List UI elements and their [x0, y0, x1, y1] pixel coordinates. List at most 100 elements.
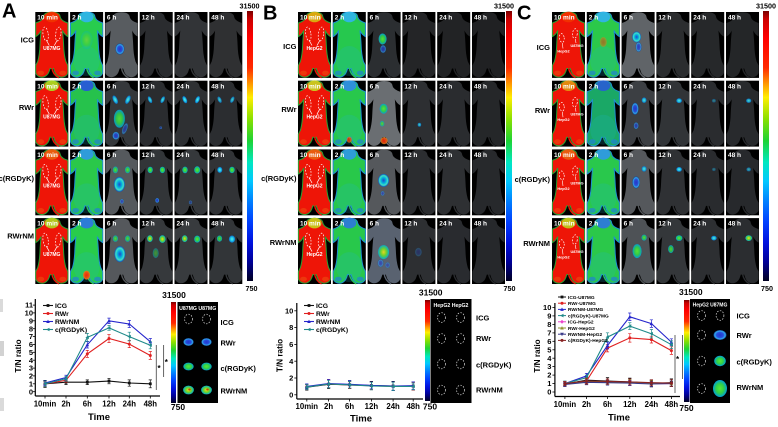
svg-text:10 min: 10 min: [554, 83, 575, 90]
svg-text:A: A: [2, 1, 16, 23]
svg-text:6 h: 6 h: [107, 15, 116, 22]
svg-text:10 min: 10 min: [37, 83, 58, 90]
svg-text:24 h: 24 h: [177, 15, 190, 22]
svg-text:c(RGDyK): c(RGDyK): [55, 327, 87, 334]
svg-text:6 h: 6 h: [624, 15, 633, 22]
svg-text:6 h: 6 h: [624, 152, 633, 159]
svg-text:48 h: 48 h: [211, 15, 224, 22]
svg-text:4: 4: [29, 356, 34, 365]
svg-text:24 h: 24 h: [693, 221, 706, 228]
svg-text:c(RGDyK): c(RGDyK): [476, 361, 512, 370]
svg-text:6: 6: [547, 337, 551, 346]
svg-text:10: 10: [25, 309, 33, 318]
svg-text:12 h: 12 h: [404, 83, 417, 90]
svg-text:2 h: 2 h: [72, 152, 81, 159]
svg-text:9: 9: [547, 312, 551, 321]
svg-text:RWr: RWr: [476, 334, 491, 343]
svg-text:HepG2: HepG2: [557, 256, 569, 260]
svg-text:6: 6: [289, 340, 293, 349]
svg-text:12 h: 12 h: [142, 83, 155, 90]
svg-text:750: 750: [761, 284, 773, 293]
svg-text:10 min: 10 min: [300, 83, 321, 90]
svg-text:12 h: 12 h: [404, 152, 417, 159]
svg-text:31500: 31500: [419, 288, 443, 298]
svg-text:U87MG: U87MG: [570, 250, 583, 254]
svg-text:C: C: [517, 3, 531, 25]
svg-text:3: 3: [547, 362, 551, 371]
svg-text:10 min: 10 min: [37, 15, 58, 22]
svg-text:24 h: 24 h: [177, 83, 190, 90]
svg-text:HepG2: HepG2: [557, 50, 569, 54]
svg-text:RWrNM: RWrNM: [221, 387, 248, 396]
svg-text:0: 0: [547, 388, 551, 397]
svg-text:c(RGDyK): c(RGDyK): [0, 174, 35, 183]
svg-text:48 h: 48 h: [211, 83, 224, 90]
svg-text:10 min: 10 min: [554, 152, 575, 159]
svg-text:12 h: 12 h: [658, 152, 671, 159]
svg-text:12h: 12h: [102, 400, 116, 409]
svg-text:RWr: RWr: [535, 106, 550, 115]
svg-text:24h: 24h: [645, 400, 659, 409]
svg-text:4: 4: [547, 354, 552, 363]
svg-text:RWr: RWr: [316, 311, 330, 318]
svg-text:12 h: 12 h: [404, 221, 417, 228]
svg-text:6 h: 6 h: [107, 83, 116, 90]
svg-text:U87MG: U87MG: [43, 46, 60, 52]
svg-text:12 h: 12 h: [658, 83, 671, 90]
svg-text:10: 10: [543, 303, 551, 312]
svg-text:5: 5: [29, 348, 33, 357]
svg-text:ICG: ICG: [21, 36, 35, 45]
svg-text:750: 750: [679, 403, 693, 413]
svg-text:RWrNM: RWrNM: [316, 319, 341, 326]
svg-text:c(RGDyK): c(RGDyK): [737, 358, 773, 367]
svg-text:750: 750: [504, 284, 516, 293]
svg-text:HepG2: HepG2: [306, 115, 322, 121]
svg-text:ICG: ICG: [537, 43, 551, 52]
svg-text:ICG: ICG: [55, 303, 67, 310]
svg-text:2: 2: [289, 374, 293, 383]
svg-text:RWr: RWr: [19, 103, 34, 112]
svg-text:24h: 24h: [123, 400, 137, 409]
svg-text:24h: 24h: [386, 402, 400, 411]
svg-text:6 h: 6 h: [107, 152, 116, 159]
svg-text:24 h: 24 h: [439, 83, 452, 90]
svg-text:750: 750: [246, 284, 258, 293]
svg-text:ICG: ICG: [316, 303, 328, 310]
svg-text:0: 0: [29, 387, 33, 396]
svg-text:6 h: 6 h: [624, 221, 633, 228]
svg-text:RWr: RWr: [55, 311, 69, 318]
svg-text:2 h: 2 h: [589, 15, 598, 22]
svg-text:HepG2: HepG2: [557, 118, 569, 122]
svg-text:10min: 10min: [554, 400, 577, 409]
svg-text:2 h: 2 h: [335, 15, 344, 22]
svg-text:ICG: ICG: [737, 312, 751, 321]
svg-text:U87MG: U87MG: [570, 113, 583, 117]
svg-text:*: *: [165, 358, 169, 367]
svg-text:2 h: 2 h: [589, 152, 598, 159]
svg-text:48 h: 48 h: [728, 15, 741, 22]
svg-text:2 h: 2 h: [335, 152, 344, 159]
svg-text:6 h: 6 h: [370, 152, 379, 159]
svg-text:750: 750: [171, 402, 185, 412]
svg-text:12 h: 12 h: [142, 221, 155, 228]
svg-text:6 h: 6 h: [370, 221, 379, 228]
svg-text:T/N ratio: T/N ratio: [533, 339, 542, 372]
svg-text:c(RGDyK): c(RGDyK): [316, 327, 348, 334]
svg-text:ICG-HepG2: ICG-HepG2: [568, 320, 594, 326]
svg-text:RWrNM-HepG2: RWrNM-HepG2: [568, 332, 603, 338]
svg-text:U87MG: U87MG: [43, 183, 60, 189]
svg-text:1: 1: [29, 379, 33, 388]
svg-text:10min: 10min: [296, 402, 319, 411]
svg-text:48 h: 48 h: [211, 221, 224, 228]
svg-text:2 h: 2 h: [335, 83, 344, 90]
svg-text:31500: 31500: [756, 2, 776, 11]
svg-text:24 h: 24 h: [439, 152, 452, 159]
svg-text:RWrNM: RWrNM: [270, 238, 297, 247]
svg-text:RWr: RWr: [737, 331, 752, 340]
svg-text:*: *: [158, 364, 162, 373]
svg-text:RWr: RWr: [221, 339, 236, 348]
svg-text:2 h: 2 h: [589, 83, 598, 90]
svg-text:U87MG: U87MG: [43, 115, 60, 121]
svg-text:c(RGDyK): c(RGDyK): [261, 174, 297, 183]
svg-text:10 min: 10 min: [300, 152, 321, 159]
